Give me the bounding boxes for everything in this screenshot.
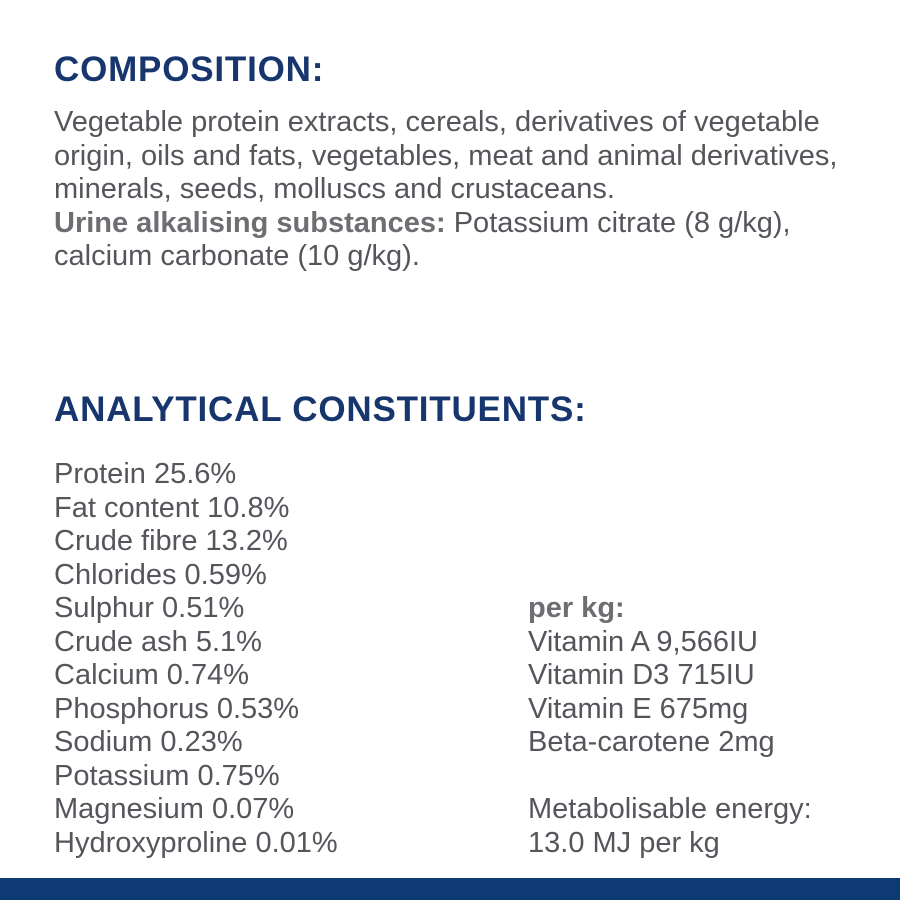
constituent-potassium: Potassium 0.75% <box>54 759 280 792</box>
per-kg-label: per kg: <box>528 592 625 624</box>
urine-substances-label: Urine alkalising substances: <box>54 206 446 239</box>
constituent-protein: Protein 25.6% <box>54 458 237 490</box>
per-kg-vitamin-e: Vitamin E 675mg <box>528 692 749 725</box>
constituent-crude-ash: Crude ash 5.1% <box>54 625 262 658</box>
constituent-fat-content: Fat content 10.8% <box>54 491 290 524</box>
constituents-list: Protein 25.6% Fat content 10.8% Crude fi… <box>54 458 338 860</box>
per-kg-beta-carotene: Beta-carotene 2mg <box>528 726 775 758</box>
constituent-calcium: Calcium 0.74% <box>54 659 250 691</box>
metabolisable-energy-value: 13.0 MJ per kg <box>528 826 720 859</box>
composition-ingredients: Vegetable protein extracts, cereals, der… <box>54 106 838 205</box>
analytical-constituents-heading: ANALYTICAL CONSTITUENTS: <box>54 390 587 429</box>
composition-heading: COMPOSITION: <box>54 50 325 89</box>
bottom-accent-bar <box>0 878 900 900</box>
constituent-magnesium: Magnesium 0.07% <box>54 793 295 825</box>
per-kg-vitamin-d3: Vitamin D3 715IU <box>528 659 755 691</box>
composition-body: Vegetable protein extracts, cereals, der… <box>54 106 854 274</box>
constituent-crude-fibre: Crude fibre 13.2% <box>54 525 288 557</box>
constituent-phosphorus: Phosphorus 0.53% <box>54 692 300 725</box>
constituent-hydroxyproline: Hydroxyproline 0.01% <box>54 826 338 859</box>
metabolisable-energy-block: Metabolisable energy: 13.0 MJ per kg <box>528 793 812 860</box>
urine-substances-value: Potassium citrate (8 g/kg), calcium carb… <box>54 206 791 273</box>
constituent-sulphur: Sulphur 0.51% <box>54 592 245 624</box>
constituent-chlorides: Chlorides 0.59% <box>54 558 267 591</box>
constituent-sodium: Sodium 0.23% <box>54 726 243 758</box>
per-kg-column: per kg: Vitamin A 9,566IU Vitamin D3 715… <box>528 592 812 860</box>
per-kg-vitamin-a: Vitamin A 9,566IU <box>528 625 759 658</box>
urine-substances-line: Urine alkalising substances: Potassium c… <box>54 207 854 274</box>
metabolisable-energy-label: Metabolisable energy: <box>528 793 812 825</box>
